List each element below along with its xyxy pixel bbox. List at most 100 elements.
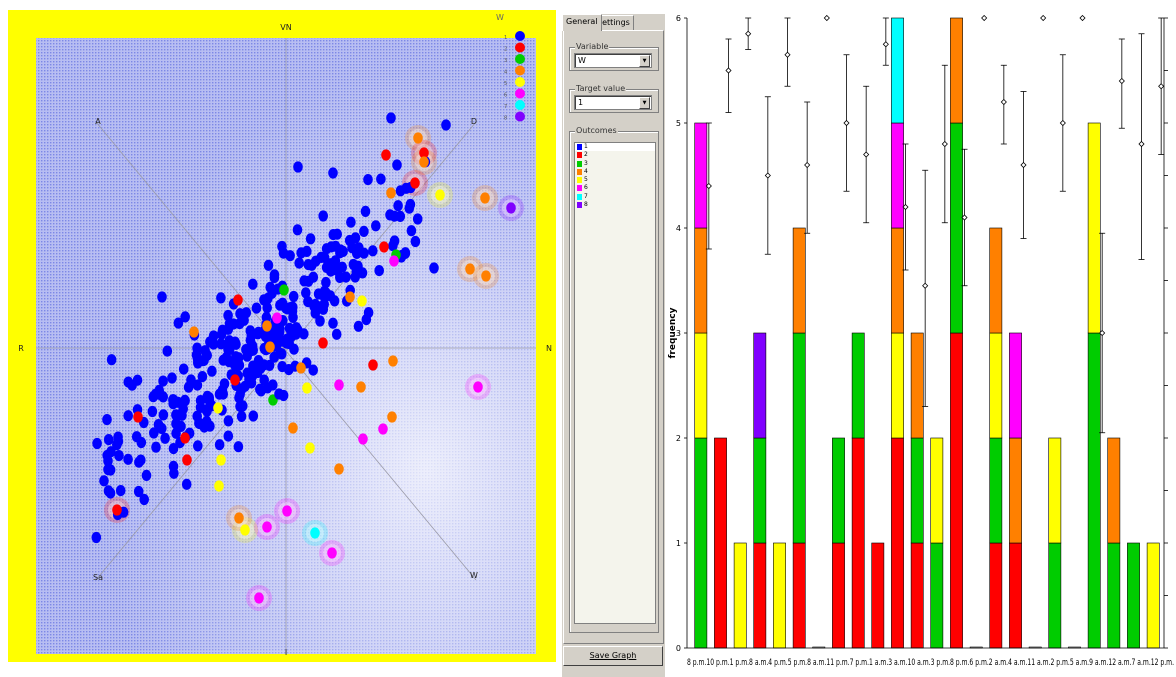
bar-segment xyxy=(989,227,1003,334)
data-point xyxy=(345,291,355,303)
data-point xyxy=(357,295,367,307)
data-point xyxy=(168,460,179,472)
data-point xyxy=(208,338,219,350)
bar-segment xyxy=(930,437,944,544)
data-point xyxy=(354,242,364,254)
data-point xyxy=(192,342,202,354)
target-select[interactable]: 1 ▼ xyxy=(574,95,652,110)
data-point xyxy=(235,308,245,320)
probability-marker xyxy=(902,203,909,211)
variable-select[interactable]: W ▼ xyxy=(574,53,652,68)
legend-label: 8 xyxy=(504,116,507,122)
bar-segment xyxy=(694,122,708,229)
data-point xyxy=(115,485,126,497)
data-point xyxy=(263,259,274,271)
bar-segment xyxy=(989,332,1003,439)
data-point xyxy=(160,432,170,444)
data-point xyxy=(262,521,272,533)
data-point xyxy=(389,210,400,222)
data-point xyxy=(356,381,366,393)
outcome-item[interactable]: 6 xyxy=(575,184,655,192)
bar-segment xyxy=(950,122,963,334)
probability-marker xyxy=(823,14,830,22)
data-point xyxy=(326,265,336,277)
data-point xyxy=(236,410,247,422)
legend-swatch xyxy=(515,77,525,87)
data-point xyxy=(195,395,206,407)
points-layer xyxy=(91,112,516,604)
data-point xyxy=(255,383,265,395)
data-point xyxy=(310,307,321,319)
data-point xyxy=(350,271,361,283)
data-point xyxy=(214,439,225,451)
data-point xyxy=(106,354,117,366)
data-point xyxy=(346,216,356,228)
data-point xyxy=(240,524,250,536)
data-point xyxy=(316,251,327,263)
data-point xyxy=(386,187,396,199)
save-graph-button[interactable]: Save Graph xyxy=(563,646,663,666)
data-point xyxy=(294,257,305,269)
data-point xyxy=(363,174,373,186)
radviz-plot[interactable]: VN N I R A D W Sa W 1 2 3 4 5 6 7 8 xyxy=(8,10,556,662)
legend-label: 6 xyxy=(504,93,507,99)
data-point xyxy=(473,381,483,393)
outcome-item[interactable]: 4 xyxy=(575,168,655,176)
data-point xyxy=(335,247,345,259)
data-point xyxy=(139,493,149,506)
outcome-swatch xyxy=(577,144,582,150)
bar-segment xyxy=(1087,332,1101,649)
data-point xyxy=(410,177,420,189)
legend-label: 7 xyxy=(504,104,507,110)
data-point xyxy=(388,240,398,252)
outcome-item[interactable]: 7 xyxy=(575,193,655,201)
probability-marker xyxy=(961,214,968,221)
data-point xyxy=(248,410,259,422)
probability-marker xyxy=(1000,98,1007,106)
probability-marker xyxy=(1138,140,1145,148)
data-point xyxy=(289,343,299,355)
data-point xyxy=(189,326,199,338)
data-point xyxy=(251,302,262,314)
anchor-label: I xyxy=(285,648,287,657)
outcome-item[interactable]: 3 xyxy=(575,160,655,168)
glow-layer xyxy=(104,125,524,611)
data-point xyxy=(248,278,258,290)
data-point xyxy=(240,380,250,392)
tab-general[interactable]: General xyxy=(562,14,602,31)
outcome-item[interactable]: 1 xyxy=(575,143,655,152)
data-point xyxy=(328,317,338,329)
outcome-label: 6 xyxy=(584,184,588,192)
variable-group: Variable W ▼ xyxy=(569,42,659,71)
data-point xyxy=(167,372,177,384)
chevron-down-icon[interactable]: ▼ xyxy=(639,55,650,67)
data-point xyxy=(321,276,331,289)
data-point xyxy=(214,480,224,492)
bar-segment xyxy=(950,17,963,124)
bar-segment xyxy=(1009,437,1022,544)
outcome-label: 2 xyxy=(584,151,588,159)
legend-swatch xyxy=(515,54,525,64)
outcome-item[interactable]: 8 xyxy=(575,201,655,209)
data-point xyxy=(223,430,234,442)
chevron-down-icon[interactable]: ▼ xyxy=(639,97,650,109)
bar-segment xyxy=(910,437,924,544)
bar-segment xyxy=(1127,542,1140,649)
data-point xyxy=(136,454,146,466)
data-point xyxy=(149,427,159,439)
y-tick-label: 2 xyxy=(676,434,681,443)
bar-segment xyxy=(891,122,904,229)
data-point xyxy=(245,325,256,337)
outcome-item[interactable]: 5 xyxy=(575,176,655,184)
data-point xyxy=(234,392,244,404)
data-point xyxy=(272,312,282,324)
bar-segment xyxy=(694,437,708,649)
data-point xyxy=(102,414,112,426)
outcome-item[interactable]: 2 xyxy=(575,151,655,159)
data-point xyxy=(331,328,342,340)
data-point xyxy=(303,259,314,271)
data-point xyxy=(288,422,298,434)
data-point xyxy=(208,330,219,342)
data-point xyxy=(123,376,134,388)
